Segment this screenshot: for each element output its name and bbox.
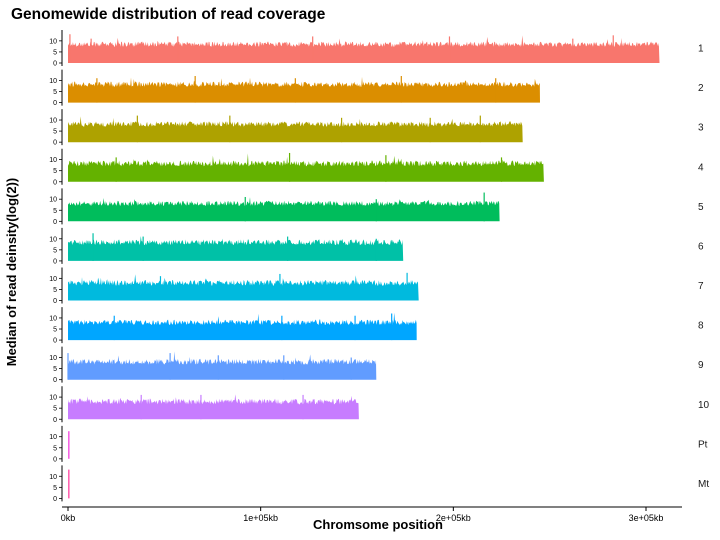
x-axis-title: Chromsome position	[313, 517, 443, 532]
y-tick-label: 0	[53, 258, 57, 265]
y-tick-label: 5	[53, 247, 57, 254]
panel-chr-3: 0 5 10 3	[49, 109, 704, 147]
panel-chr-10: 0 5 10 10	[49, 386, 710, 424]
panel-chr-6: 0 5 10 6	[49, 227, 704, 265]
coverage-area-chr-2	[68, 76, 540, 103]
y-tick-label: 5	[53, 327, 57, 334]
panel-chr-Pt: 0 5 10 Pt	[49, 425, 708, 463]
coverage-area-chr-7	[68, 274, 419, 301]
coverage-area-chr-4	[68, 153, 544, 182]
panel-chr-Mt: 0 5 10 Mt	[49, 465, 709, 503]
y-tick-label: 0	[53, 219, 57, 226]
y-tick-label: 0	[53, 456, 57, 463]
y-tick-label: 10	[49, 197, 57, 204]
y-tick-label: 10	[49, 276, 57, 283]
strip-label-chr-4: 4	[698, 162, 704, 173]
y-tick-label: 5	[53, 485, 57, 492]
x-tick-label: 3e+05kb	[629, 513, 664, 523]
panel-chr-4: 0 5 10 4	[49, 148, 704, 186]
y-tick-label: 0	[53, 298, 57, 305]
coverage-area-chr-Mt	[68, 469, 70, 499]
strip-label-chr-10: 10	[698, 400, 710, 411]
strip-label-chr-Pt: Pt	[698, 439, 708, 450]
coverage-area-chr-6	[68, 236, 404, 261]
y-tick-label: 5	[53, 89, 57, 96]
y-tick-label: 0	[53, 140, 57, 147]
y-tick-label: 0	[53, 338, 57, 345]
y-tick-label: 10	[49, 157, 57, 164]
panel-chr-2: 0 5 10 2	[49, 69, 704, 107]
y-tick-label: 10	[49, 434, 57, 441]
panel-chr-7: 0 5 10 7	[49, 267, 704, 305]
y-tick-label: 5	[53, 49, 57, 56]
y-axis-title: Median of read deinsity(log(2))	[4, 178, 19, 367]
coverage-area-chr-8	[68, 312, 417, 341]
strip-label-chr-1: 1	[698, 44, 704, 55]
y-tick-label: 0	[53, 100, 57, 107]
coverage-area-chr-5	[68, 197, 500, 222]
x-tick-label: 1e+05kb	[243, 513, 278, 523]
strip-label-chr-Mt: Mt	[698, 479, 709, 490]
y-tick-label: 10	[49, 38, 57, 45]
y-tick-label: 0	[53, 179, 57, 186]
strip-label-chr-7: 7	[698, 281, 704, 292]
y-tick-label: 10	[49, 395, 57, 402]
y-tick-label: 5	[53, 366, 57, 373]
y-tick-label: 0	[53, 496, 57, 503]
y-tick-label: 5	[53, 208, 57, 215]
y-tick-label: 10	[49, 236, 57, 243]
strip-label-chr-9: 9	[698, 360, 704, 371]
y-tick-label: 5	[53, 406, 57, 413]
y-tick-label: 5	[53, 168, 57, 175]
y-tick-label: 10	[49, 355, 57, 362]
panel-chr-1: 0 5 10 1	[49, 30, 704, 68]
coverage-area-chr-1	[68, 35, 660, 63]
panel-chr-9: 0 5 10 9	[49, 346, 704, 384]
coverage-area-chr-3	[68, 116, 523, 143]
y-tick-label: 0	[53, 61, 57, 68]
y-tick-label: 10	[49, 315, 57, 322]
coverage-area-chr-Pt	[68, 431, 70, 459]
x-tick-label: 2e+05kb	[436, 513, 471, 523]
y-tick-label: 10	[49, 474, 57, 481]
x-axis: 0kb 1e+05kb 2e+05kb 3e+05kb	[61, 506, 682, 523]
x-tick-label: 0kb	[61, 513, 76, 523]
y-tick-label: 10	[49, 118, 57, 125]
y-tick-label: 5	[53, 287, 57, 294]
coverage-area-chr-10	[68, 394, 359, 420]
panel-chr-8: 0 5 10 8	[49, 307, 704, 345]
strip-label-chr-3: 3	[698, 123, 704, 134]
panels: 0510105102051030510405105051060510705108…	[49, 30, 710, 503]
coverage-area-chr-9	[68, 351, 377, 380]
y-tick-label: 5	[53, 129, 57, 136]
strip-label-chr-2: 2	[698, 83, 704, 94]
y-tick-label: 5	[53, 445, 57, 452]
y-tick-label: 0	[53, 417, 57, 424]
strip-label-chr-8: 8	[698, 321, 704, 332]
y-tick-label: 10	[49, 78, 57, 85]
strip-label-chr-5: 5	[698, 202, 704, 213]
strip-label-chr-6: 6	[698, 241, 704, 252]
y-tick-label: 0	[53, 377, 57, 384]
panel-chr-5: 0 5 10 5	[49, 188, 704, 226]
chart-title: Genomewide distribution of read coverage	[11, 6, 326, 23]
